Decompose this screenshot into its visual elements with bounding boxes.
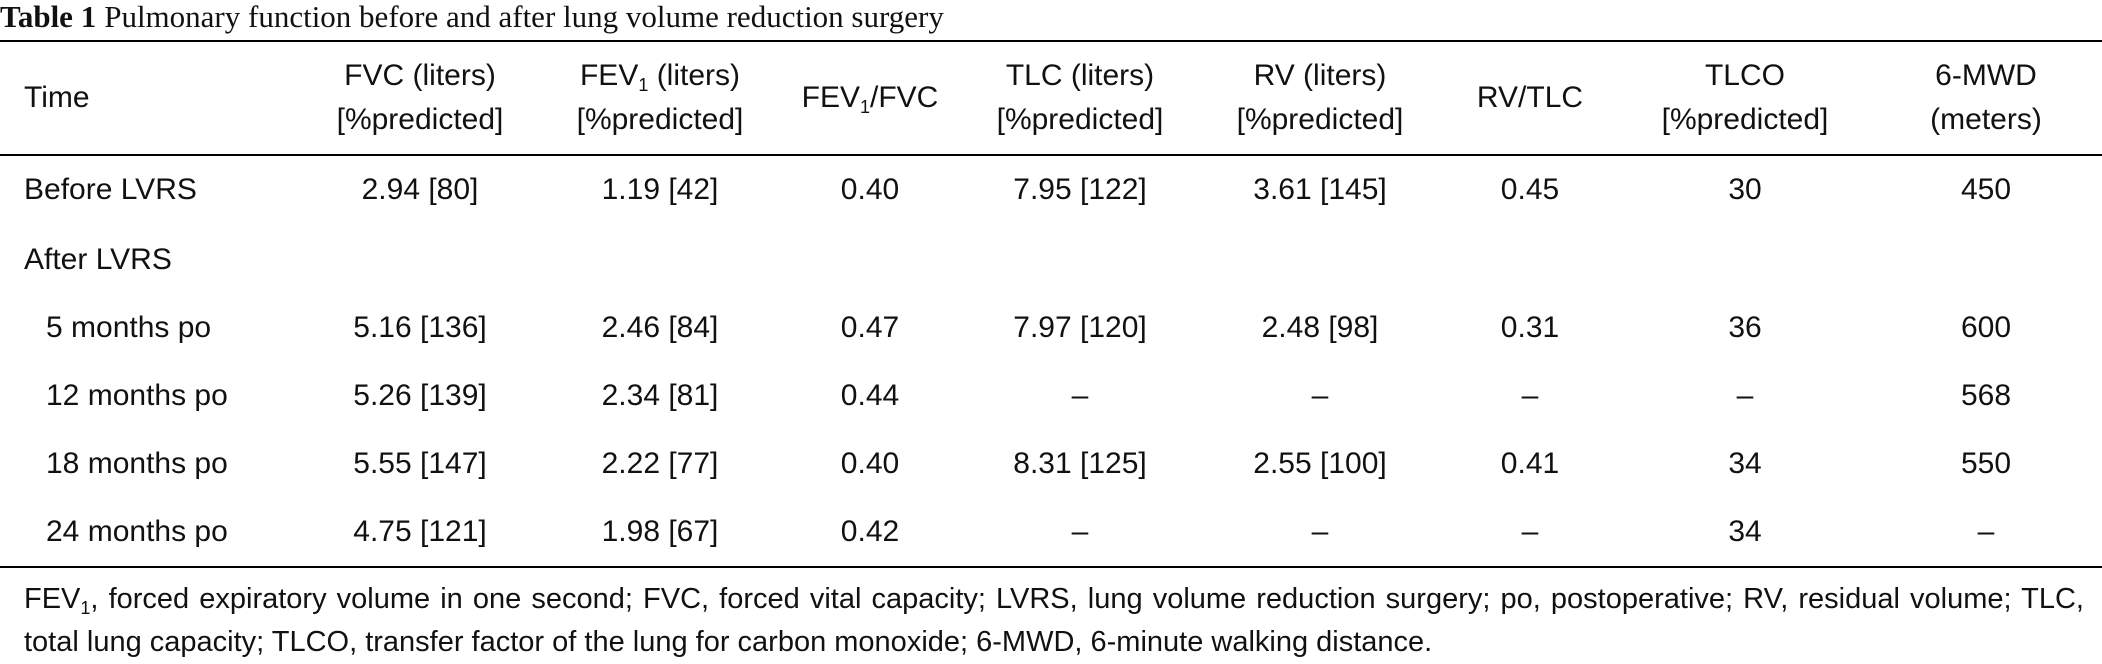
- cell-tlco: 34: [1728, 447, 1762, 480]
- cell-rv-tlc: 0.45: [1500, 173, 1560, 206]
- table-caption: Table 1 Pulmonary function before and aft…: [0, 0, 944, 38]
- cell-fvc: [300, 226, 540, 294]
- cell-tlc: –: [1071, 379, 1089, 412]
- cell-rv: –: [1311, 379, 1329, 412]
- cell-fev1: [540, 226, 780, 294]
- cell-time: 24 months po: [46, 515, 228, 548]
- cell-rv: 2.48 [98]: [1261, 311, 1379, 344]
- cell-fvc: 5.55 [147]: [353, 447, 487, 480]
- header-row: Time FVC (liters) [%predicted] FEV1 (lite…: [0, 42, 2102, 154]
- header-rule: [0, 154, 2102, 156]
- cell-fvc: 5.16 [136]: [353, 311, 487, 344]
- table-title: Pulmonary function before and after lung…: [104, 0, 944, 34]
- cell-tlc: 8.31 [125]: [1013, 447, 1147, 480]
- top-rule: [0, 40, 2102, 42]
- cell-fvc: 5.26 [139]: [353, 379, 487, 412]
- table-label: Table 1: [0, 0, 97, 34]
- col-header-rv: RV (liters) [%predicted]: [1236, 59, 1404, 136]
- cell-fev1: 2.22 [77]: [601, 447, 719, 480]
- cell-time: 5 months po: [46, 311, 212, 344]
- cell-fev1-fvc: 0.42: [840, 515, 900, 548]
- table-row: Before LVRS 2.94 [80] 1.19 [42] 0.40 7.9…: [0, 154, 2102, 226]
- cell-fev1-fvc: 0.40: [840, 447, 900, 480]
- cell-rv: 3.61 [145]: [1253, 173, 1387, 206]
- cell-fev1: 2.46 [84]: [601, 311, 719, 344]
- cell-rv: 2.55 [100]: [1253, 447, 1387, 480]
- cell-tlco: 34: [1728, 515, 1762, 548]
- table-row: 18 months po 5.55 [147] 2.22 [77] 0.40 8…: [0, 430, 2102, 498]
- cell-time: Before LVRS: [24, 173, 197, 206]
- cell-rv-tlc: [1440, 226, 1620, 294]
- cell-6mwd: –: [1977, 515, 1995, 548]
- cell-fev1: 1.19 [42]: [601, 173, 719, 206]
- cell-6mwd: 568: [1960, 379, 2012, 412]
- table-row: 24 months po 4.75 [121] 1.98 [67] 0.42 –…: [0, 498, 2102, 566]
- pulmonary-function-table: Time FVC (liters) [%predicted] FEV1 (lite…: [0, 42, 2102, 566]
- table-footnote: FEV1, forced expiratory volume in one se…: [24, 583, 2084, 658]
- cell-fvc: 2.94 [80]: [361, 173, 479, 206]
- bottom-rule: [0, 566, 2102, 568]
- table-row: 12 months po 5.26 [139] 2.34 [81] 0.44 –…: [0, 362, 2102, 430]
- cell-tlc: 7.95 [122]: [1013, 173, 1147, 206]
- cell-time: 12 months po: [46, 379, 228, 412]
- cell-time: After LVRS: [24, 243, 172, 276]
- cell-tlco: –: [1736, 379, 1754, 412]
- cell-fev1-fvc: 0.40: [840, 173, 900, 206]
- cell-tlco: 30: [1728, 173, 1762, 206]
- cell-fev1-fvc: 0.44: [840, 379, 900, 412]
- cell-tlc: –: [1071, 515, 1089, 548]
- col-header-tlc: TLC (liters) [%predicted]: [996, 59, 1164, 136]
- cell-fev1-fvc: 0.47: [840, 311, 900, 344]
- cell-tlco: 36: [1728, 311, 1762, 344]
- col-header-fvc: FVC (liters) [%predicted]: [336, 59, 504, 136]
- cell-rv-tlc: 0.41: [1500, 447, 1560, 480]
- table-row: 5 months po 5.16 [136] 2.46 [84] 0.47 7.…: [0, 294, 2102, 362]
- cell-rv-tlc: –: [1521, 379, 1539, 412]
- table-row-group-label: After LVRS: [0, 226, 2102, 294]
- col-header-time: Time: [24, 81, 90, 114]
- cell-6mwd: 550: [1960, 447, 2012, 480]
- cell-6mwd: [1870, 226, 2102, 294]
- cell-tlco: [1620, 226, 1870, 294]
- cell-fev1-fvc: [780, 226, 960, 294]
- cell-rv-tlc: 0.31: [1500, 311, 1560, 344]
- col-header-fev1: FEV1 (liters) [%predicted]: [576, 59, 744, 136]
- cell-fev1: 2.34 [81]: [601, 379, 719, 412]
- col-header-tlco: TLCO [%predicted]: [1661, 59, 1829, 136]
- cell-fev1: 1.98 [67]: [601, 515, 719, 548]
- cell-tlc: [960, 226, 1200, 294]
- col-header-rv-tlc: RV/TLC: [1476, 81, 1584, 114]
- col-header-fev1-fvc: FEV1/FVC: [801, 81, 939, 117]
- cell-rv-tlc: –: [1521, 515, 1539, 548]
- cell-6mwd: 600: [1960, 311, 2012, 344]
- cell-fvc: 4.75 [121]: [353, 515, 487, 548]
- cell-6mwd: 450: [1960, 173, 2012, 206]
- cell-rv: –: [1311, 515, 1329, 548]
- cell-rv: [1200, 226, 1440, 294]
- cell-tlc: 7.97 [120]: [1013, 311, 1147, 344]
- col-header-6mwd: 6-MWD (meters): [1930, 59, 2042, 136]
- cell-time: 18 months po: [46, 447, 228, 480]
